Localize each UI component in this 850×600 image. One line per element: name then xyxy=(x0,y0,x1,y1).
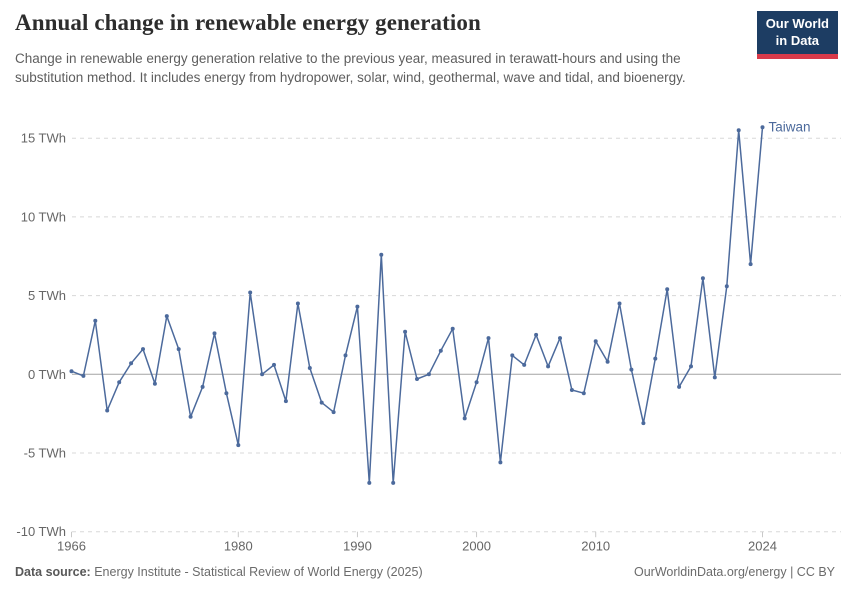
owid-logo-strip xyxy=(756,53,838,59)
data-point xyxy=(379,252,384,257)
owid-logo-line2: in Data xyxy=(775,32,820,48)
data-point xyxy=(438,348,443,353)
data-point xyxy=(677,384,682,389)
data-point xyxy=(272,362,276,367)
data-point xyxy=(295,301,300,306)
data-point xyxy=(129,361,134,366)
y-axis-label: 0 TWh xyxy=(28,367,66,382)
data-point xyxy=(641,421,646,426)
chart-subtitle: Change in renewable energy generation re… xyxy=(15,51,686,86)
data-point xyxy=(415,377,419,381)
data-point xyxy=(724,284,729,289)
data-point xyxy=(283,399,288,404)
credit-link[interactable]: OurWorldinData.org/energy | CC BY xyxy=(633,565,835,579)
data-point xyxy=(331,410,336,415)
data-point xyxy=(355,304,360,309)
y-axis-label: -5 TWh xyxy=(24,446,66,461)
x-axis-label: 2010 xyxy=(581,539,610,554)
data-point xyxy=(700,276,705,281)
data-point xyxy=(319,400,324,405)
data-point xyxy=(736,128,741,133)
data-point xyxy=(653,356,658,361)
data-point xyxy=(141,347,145,352)
data-point xyxy=(224,391,229,396)
x-axis-label: 1990 xyxy=(343,539,372,554)
data-point xyxy=(593,339,598,344)
data-point xyxy=(510,353,515,358)
data-point xyxy=(164,314,169,319)
data-source-note: Data source: Energy Institute - Statisti… xyxy=(15,565,423,579)
data-point xyxy=(212,331,217,336)
data-point xyxy=(629,367,634,372)
data-point xyxy=(176,347,181,352)
owid-logo-line1: Our World xyxy=(765,16,829,31)
data-point xyxy=(712,375,717,380)
data-point xyxy=(665,287,670,292)
data-point xyxy=(558,336,562,341)
data-point xyxy=(367,480,372,485)
data-point xyxy=(403,329,408,334)
x-axis-label: 1966 xyxy=(57,539,86,554)
data-point xyxy=(307,366,312,370)
data-point xyxy=(69,369,74,374)
data-source-label: Data source: xyxy=(15,565,91,579)
data-point xyxy=(93,318,98,323)
owid-logo-text: Our World in Data xyxy=(756,11,838,54)
x-axis-label: 2024 xyxy=(748,539,777,554)
entity-label: Taiwan xyxy=(769,120,811,135)
data-point xyxy=(248,290,253,295)
data-point xyxy=(391,480,396,485)
data-point xyxy=(152,381,157,386)
data-point xyxy=(760,125,765,130)
data-point xyxy=(605,359,610,364)
data-point xyxy=(462,416,467,421)
data-point xyxy=(546,364,551,369)
y-axis-label: -10 TWh xyxy=(16,524,66,539)
data-point xyxy=(522,362,527,367)
page-title: Annual change in renewable energy genera… xyxy=(15,10,481,35)
x-axis-label: 1980 xyxy=(224,539,253,554)
data-point xyxy=(498,460,503,465)
chart-footer: Data source: Energy Institute - Statisti… xyxy=(0,565,850,579)
data-point xyxy=(343,353,348,358)
data-point xyxy=(474,380,479,385)
x-axis-label: 2000 xyxy=(462,539,491,554)
data-line xyxy=(70,126,764,484)
y-axis-label: 10 TWh xyxy=(21,209,66,224)
data-point xyxy=(617,301,622,306)
data-point xyxy=(426,372,431,377)
y-axis-label: 15 TWh xyxy=(21,131,66,146)
data-source-text: Energy Institute - Statistical Review of… xyxy=(94,565,423,579)
data-point xyxy=(117,380,122,385)
data-point xyxy=(450,326,455,331)
owid-logo: Our World in Data xyxy=(756,11,838,59)
data-point xyxy=(689,364,693,369)
data-point xyxy=(236,443,241,448)
data-point xyxy=(260,372,265,377)
data-point xyxy=(486,336,491,341)
data-point xyxy=(200,384,205,389)
data-point xyxy=(188,414,193,419)
data-point xyxy=(105,408,110,413)
y-axis-label: 5 TWh xyxy=(28,288,66,303)
data-point xyxy=(81,373,86,378)
data-point xyxy=(748,262,753,267)
data-point xyxy=(581,391,586,396)
data-point xyxy=(534,332,539,337)
data-point xyxy=(569,388,574,392)
